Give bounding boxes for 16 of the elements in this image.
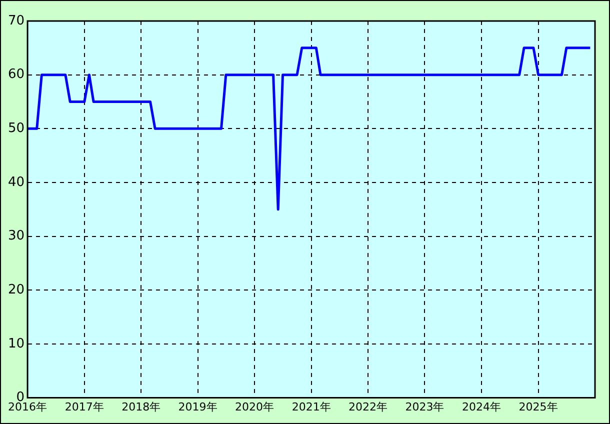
y-tick-label: 40 [8,174,25,190]
x-tick-label: 2022年 [348,400,388,414]
y-tick-label: 20 [8,282,25,298]
y-tick-label: 70 [8,13,25,28]
x-tick-label: 2024年 [462,400,501,414]
x-tick-label: 2023年 [405,400,444,414]
x-tick-label: 2019年 [178,400,218,414]
x-tick-label: 2017年 [64,400,104,414]
y-tick-label: 50 [8,121,25,136]
y-tick-label: 60 [8,67,25,82]
x-tick-label: 2020年 [234,400,274,414]
y-tick-label: 30 [8,228,25,244]
x-tick-label: 2018年 [122,400,161,414]
x-tick-label: 2021年 [292,400,331,414]
y-tick-label: 10 [8,336,25,352]
x-tick-label: 2025年 [518,400,558,414]
